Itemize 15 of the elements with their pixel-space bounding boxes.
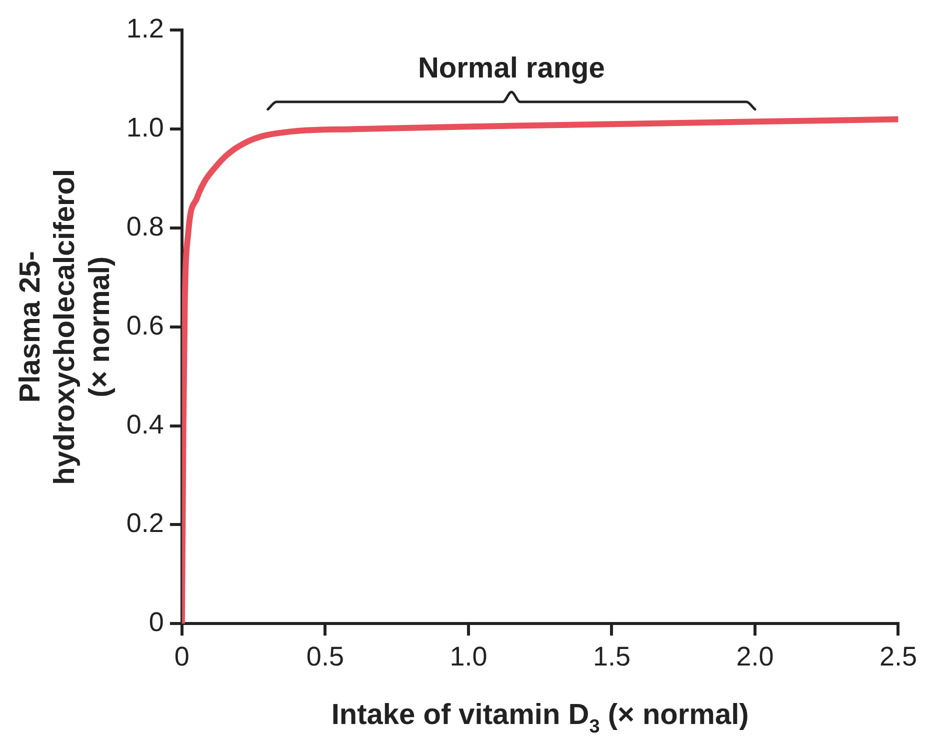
y-tick-label: 0 (148, 607, 164, 638)
x-tick-label: 2.0 (736, 641, 774, 672)
x-tick-label: 0.5 (306, 641, 344, 672)
y-tick-label: 0.6 (126, 310, 164, 340)
y-tick-label: 0.8 (126, 211, 164, 242)
y-tick-label: 1.2 (126, 14, 164, 44)
x-tick-label: 1.0 (450, 641, 488, 672)
y-tick-label: 0.4 (126, 409, 164, 440)
y-tick-label: 1.0 (126, 112, 164, 143)
y-axis-title: Plasma 25-hydroxycholecalciferol (× normal) (14, 168, 116, 485)
annotation: Normal range (418, 52, 605, 85)
x-tick-label: 2.5 (879, 641, 918, 672)
x-tick-label: 0 (174, 641, 190, 672)
y-tick-label: 0.2 (126, 508, 164, 538)
x-tick-label: 1.5 (592, 641, 630, 672)
